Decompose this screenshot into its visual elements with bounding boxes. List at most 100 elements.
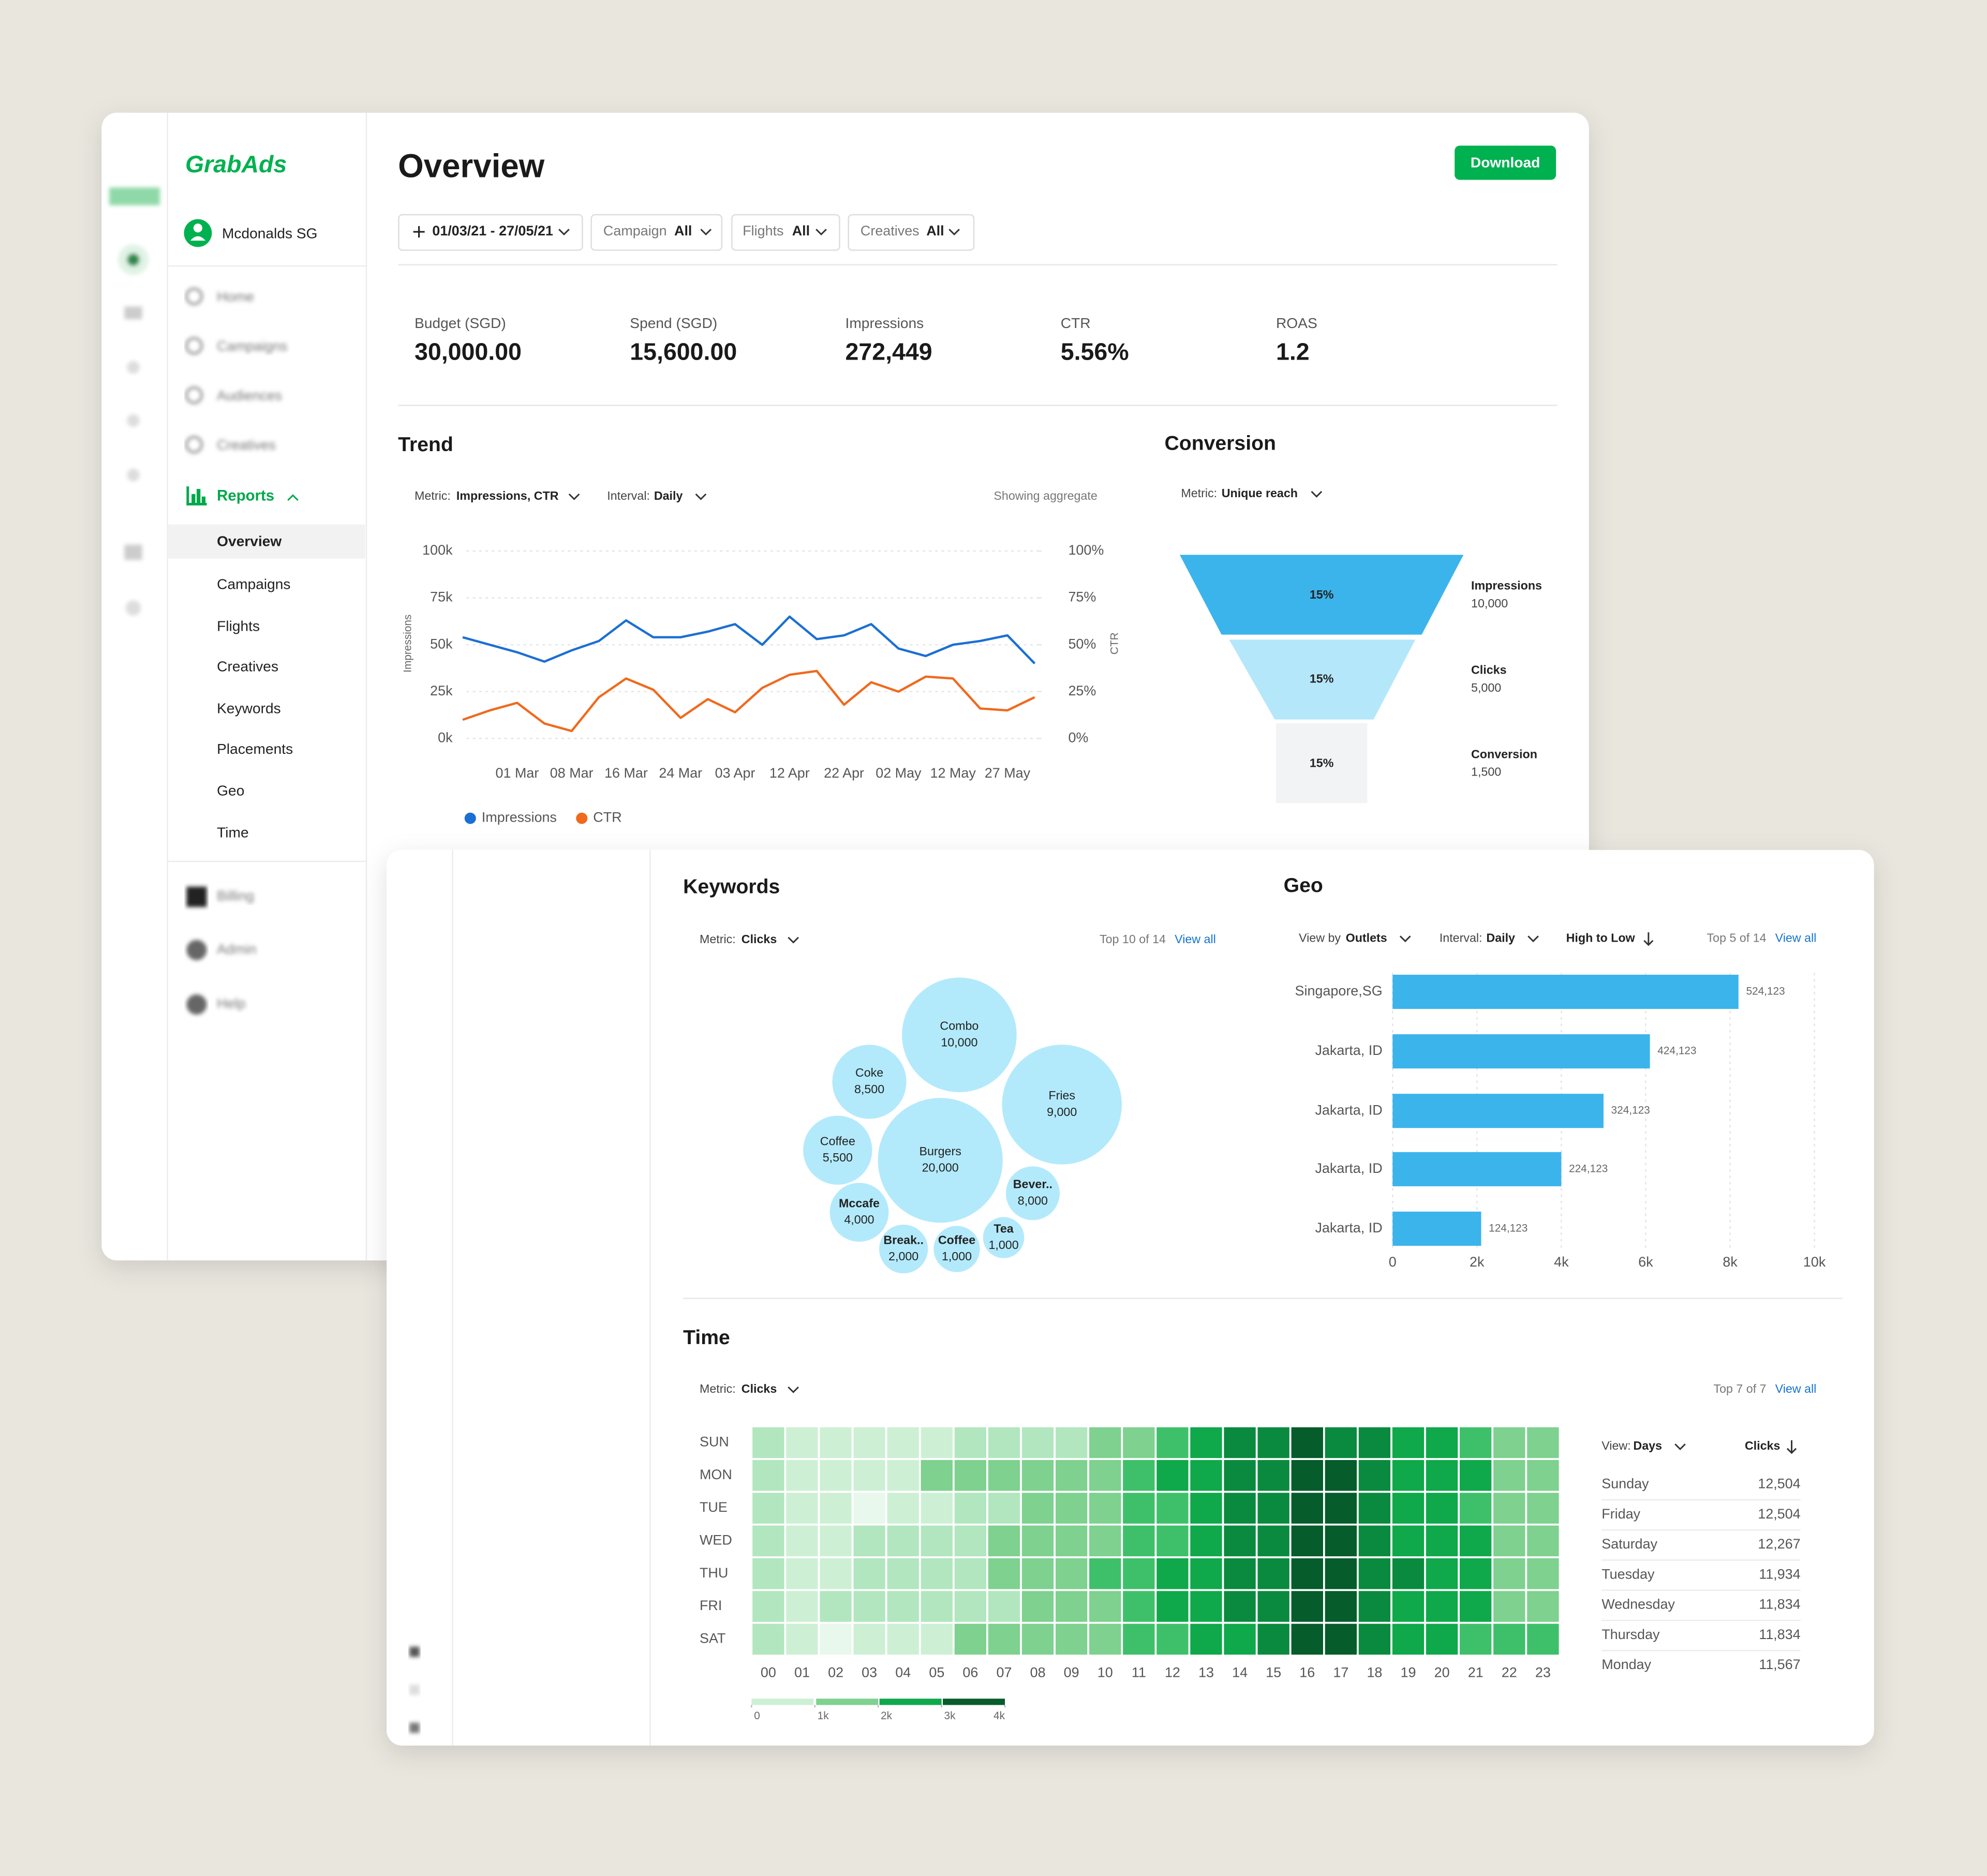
nav-item[interactable]: Audiences bbox=[217, 388, 282, 403]
creatives-filter[interactable] bbox=[848, 214, 975, 251]
row-label: SUN bbox=[700, 1434, 729, 1450]
stage-name: Conversion bbox=[1471, 747, 1537, 761]
heat-cell bbox=[1020, 1425, 1056, 1460]
heat-cell bbox=[1357, 1425, 1392, 1460]
stage-share: 15% bbox=[1310, 672, 1334, 686]
subnav-item[interactable]: Time bbox=[217, 824, 249, 840]
avatar bbox=[184, 219, 212, 247]
heat-cell bbox=[1188, 1556, 1224, 1591]
icon-strip bbox=[409, 1646, 420, 1733]
column-label: 15 bbox=[1266, 1664, 1281, 1680]
heat-cell bbox=[818, 1621, 854, 1657]
heat-cell bbox=[1154, 1621, 1191, 1657]
table-day: Monday bbox=[1602, 1657, 1651, 1672]
heat-cell bbox=[1154, 1425, 1191, 1460]
heat-cell bbox=[953, 1589, 988, 1624]
nav-item[interactable]: Home bbox=[217, 289, 254, 304]
bar bbox=[1392, 975, 1739, 1009]
icon-strip bbox=[109, 187, 160, 616]
heat-cell bbox=[1525, 1556, 1561, 1591]
line-series bbox=[462, 615, 1036, 664]
bubble-value: 10,000 bbox=[941, 1035, 977, 1049]
date-filter[interactable] bbox=[398, 214, 583, 251]
table-day: Tuesday bbox=[1602, 1566, 1655, 1582]
subnav-item[interactable]: Flights bbox=[217, 618, 260, 634]
y-axis-title: Impressions bbox=[402, 615, 413, 673]
heat-cell bbox=[784, 1556, 820, 1591]
subnav-item[interactable]: Creatives bbox=[217, 659, 278, 675]
heat-cell bbox=[1121, 1556, 1157, 1591]
heat-cell bbox=[1087, 1589, 1123, 1624]
heat-cell bbox=[1121, 1425, 1157, 1460]
view-all-link[interactable]: View all bbox=[1775, 931, 1817, 944]
nav-item[interactable]: Campaigns bbox=[217, 338, 287, 354]
reports-icon bbox=[186, 486, 207, 505]
column-label: 00 bbox=[761, 1664, 776, 1680]
chevron bbox=[568, 493, 580, 500]
nav-icons bbox=[185, 287, 207, 1015]
heat-cell bbox=[750, 1621, 787, 1657]
flights-filter[interactable] bbox=[731, 214, 840, 251]
metric-value: Clicks bbox=[742, 932, 777, 946]
metric-value: Impressions, CTR bbox=[456, 489, 559, 502]
y2-axis-title: CTR bbox=[1109, 632, 1121, 654]
legend-label: 1k bbox=[818, 1710, 829, 1722]
heat-cell bbox=[1222, 1621, 1258, 1657]
legend-segment bbox=[816, 1699, 879, 1705]
heat-cell bbox=[1357, 1589, 1392, 1624]
nav-item[interactable]: Billing bbox=[217, 888, 254, 904]
column-label: 12 bbox=[1165, 1664, 1180, 1680]
heat-cell bbox=[1188, 1458, 1224, 1493]
x-tick-label: 24 Mar bbox=[659, 765, 702, 781]
row-label: WED bbox=[700, 1532, 732, 1548]
heat-cell bbox=[1087, 1556, 1123, 1591]
download-button[interactable] bbox=[1455, 145, 1556, 180]
subnav-item[interactable]: Placements bbox=[217, 741, 293, 757]
heat-cell bbox=[1525, 1523, 1561, 1558]
y2-tick-label: 0% bbox=[1068, 729, 1088, 745]
nav-item[interactable]: Help bbox=[217, 996, 245, 1011]
funnel-stage bbox=[1229, 639, 1416, 720]
subnav-item[interactable]: Campaigns bbox=[217, 576, 290, 592]
campaign-filter[interactable] bbox=[590, 214, 723, 251]
download-label[interactable]: Download bbox=[1471, 154, 1540, 170]
heat-cell bbox=[1121, 1458, 1157, 1493]
heat-cell bbox=[851, 1425, 887, 1460]
sort-label[interactable]: High to Low bbox=[1566, 931, 1636, 944]
view-value: Days bbox=[1633, 1439, 1662, 1452]
subnav-item[interactable]: Overview bbox=[217, 533, 281, 549]
section-title: Geo bbox=[1284, 874, 1323, 897]
legend-label: 2k bbox=[881, 1710, 893, 1722]
heat-cell bbox=[1222, 1556, 1258, 1591]
heat-cell bbox=[818, 1523, 854, 1558]
heat-cell bbox=[1154, 1589, 1191, 1624]
heat-cell bbox=[1390, 1425, 1426, 1460]
heat-cell bbox=[818, 1589, 854, 1624]
heat-cell bbox=[1289, 1425, 1325, 1460]
row-label: TUE bbox=[700, 1499, 728, 1515]
heat-cell bbox=[750, 1523, 787, 1558]
heat-cell bbox=[1424, 1458, 1460, 1493]
subnav-item[interactable]: Keywords bbox=[217, 701, 281, 717]
heat-cell bbox=[885, 1589, 921, 1624]
nav-item[interactable]: Reports bbox=[217, 487, 274, 504]
subnav-item[interactable]: Geo bbox=[217, 783, 244, 799]
view-all-link[interactable]: View all bbox=[1775, 1382, 1817, 1395]
heat-cell bbox=[1323, 1621, 1359, 1657]
view-all-link[interactable]: View all bbox=[1175, 932, 1216, 946]
bar-label: Singapore,SG bbox=[1295, 983, 1383, 999]
heat-cell bbox=[1020, 1491, 1056, 1526]
heat-cell bbox=[784, 1491, 820, 1526]
bubble bbox=[827, 1181, 891, 1244]
nav-item[interactable]: Creatives bbox=[217, 437, 276, 453]
heat-cell bbox=[1491, 1425, 1528, 1460]
heat-cell bbox=[784, 1523, 820, 1558]
chevron bbox=[700, 229, 712, 236]
nav-item[interactable]: Admin bbox=[217, 941, 256, 957]
column-label: 18 bbox=[1367, 1664, 1382, 1680]
heat-cell bbox=[1458, 1523, 1494, 1558]
heat-cell bbox=[1121, 1621, 1157, 1657]
bubble bbox=[931, 1224, 982, 1274]
heat-cell bbox=[1390, 1458, 1426, 1493]
heat-cell bbox=[1289, 1458, 1325, 1493]
